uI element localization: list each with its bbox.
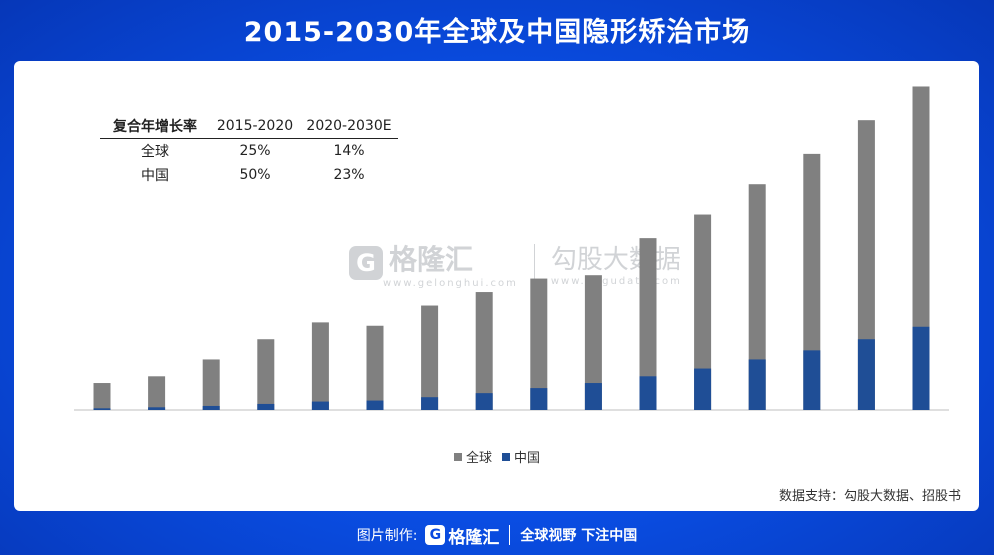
bar-global — [366, 325, 384, 410]
bar-china — [366, 400, 384, 410]
bar-global — [475, 292, 493, 410]
cagr-cell: 中国 — [141, 168, 169, 184]
g-logo-icon: G — [425, 525, 446, 545]
bar-china — [475, 393, 493, 410]
legend-item-global: 全球 — [454, 447, 492, 466]
bar-china — [421, 397, 439, 410]
cagr-table-row: 全球 25% 14% — [100, 139, 398, 163]
bar-global — [639, 238, 657, 410]
watermark-brand: G 格隆汇 www.gelonghui.com — [349, 238, 518, 289]
bar-china — [202, 405, 220, 410]
legend-swatch — [454, 452, 462, 461]
watermark-partner-url: www.gogudata.com — [550, 276, 682, 287]
bar-china — [694, 368, 712, 410]
cagr-table-row: 中国 50% 23% — [100, 163, 398, 187]
chart-legend: 全球 中国 — [454, 447, 550, 466]
footer-brand-name: 格隆汇 — [448, 527, 500, 548]
footer: 图片制作: G 格隆汇 全球视野 下注中国 — [0, 518, 994, 552]
cagr-table: 复合年增长率 2015-2020 2020-2030E 全球 25% 14% 中… — [100, 114, 398, 187]
watermark-divider — [533, 244, 535, 282]
cagr-cell: 23% — [333, 167, 365, 183]
bar-china — [584, 383, 602, 410]
bar-china — [857, 339, 875, 410]
bar-global — [530, 278, 548, 410]
footer-brand: G 格隆汇 — [425, 523, 499, 548]
page-title: 2015-2030年全球及中国隐形矫治市场 — [243, 17, 751, 48]
bar-china — [257, 403, 275, 410]
data-source: 数据支持：勾股大数据、招股书 — [778, 489, 961, 504]
bar-china — [148, 407, 166, 410]
made-by-label: 图片制作: — [356, 528, 418, 544]
watermark-brand-url: www.gelonghui.com — [383, 277, 518, 289]
watermark: G 格隆汇 www.gelonghui.com 勾股大数据 www.goguda… — [349, 238, 682, 289]
bar-china — [639, 376, 657, 410]
bar-china — [803, 350, 821, 410]
bar-global — [584, 275, 602, 410]
bar-global — [857, 120, 875, 411]
cagr-cell: 25% — [239, 143, 271, 159]
g-logo-icon: G — [349, 246, 383, 280]
cagr-header-cell: 2020-2030E — [306, 118, 392, 134]
footer-divider — [509, 525, 511, 545]
bar-global — [202, 359, 220, 410]
legend-label: 中国 — [514, 451, 541, 466]
bar-china — [912, 326, 930, 410]
bar-global — [257, 339, 275, 410]
bar-global — [694, 214, 712, 410]
bar-global — [148, 376, 166, 410]
bar-china — [311, 401, 329, 410]
chart-card: 复合年增长率 2015-2020 2020-2030E 全球 25% 14% 中… — [14, 61, 979, 511]
cagr-cell: 50% — [239, 167, 271, 183]
watermark-brand-name: 格隆汇 — [389, 242, 474, 276]
cagr-header-cell: 复合年增长率 — [113, 119, 197, 135]
watermark-partner: 勾股大数据 www.gogudata.com — [551, 239, 682, 287]
bar-global — [748, 184, 766, 410]
legend-swatch — [502, 452, 511, 461]
cagr-header-cell: 2015-2020 — [216, 118, 294, 134]
bar-china — [748, 359, 766, 410]
bar-global — [421, 305, 439, 410]
bar-china — [530, 388, 548, 410]
cagr-cell: 全球 — [141, 144, 169, 160]
legend-item-china: 中国 — [502, 447, 540, 466]
legend-label: 全球 — [466, 451, 493, 466]
watermark-partner-name: 勾股大数据 — [550, 245, 681, 275]
bar-global — [803, 153, 821, 410]
footer-slogan: 全球视野 下注中国 — [520, 528, 638, 544]
bar-chart — [74, 86, 949, 411]
bar-global — [93, 383, 111, 410]
bar-global — [311, 322, 329, 410]
bar-china — [93, 408, 111, 410]
cagr-table-header: 复合年增长率 2015-2020 2020-2030E — [100, 114, 398, 139]
cagr-cell: 14% — [333, 143, 365, 159]
